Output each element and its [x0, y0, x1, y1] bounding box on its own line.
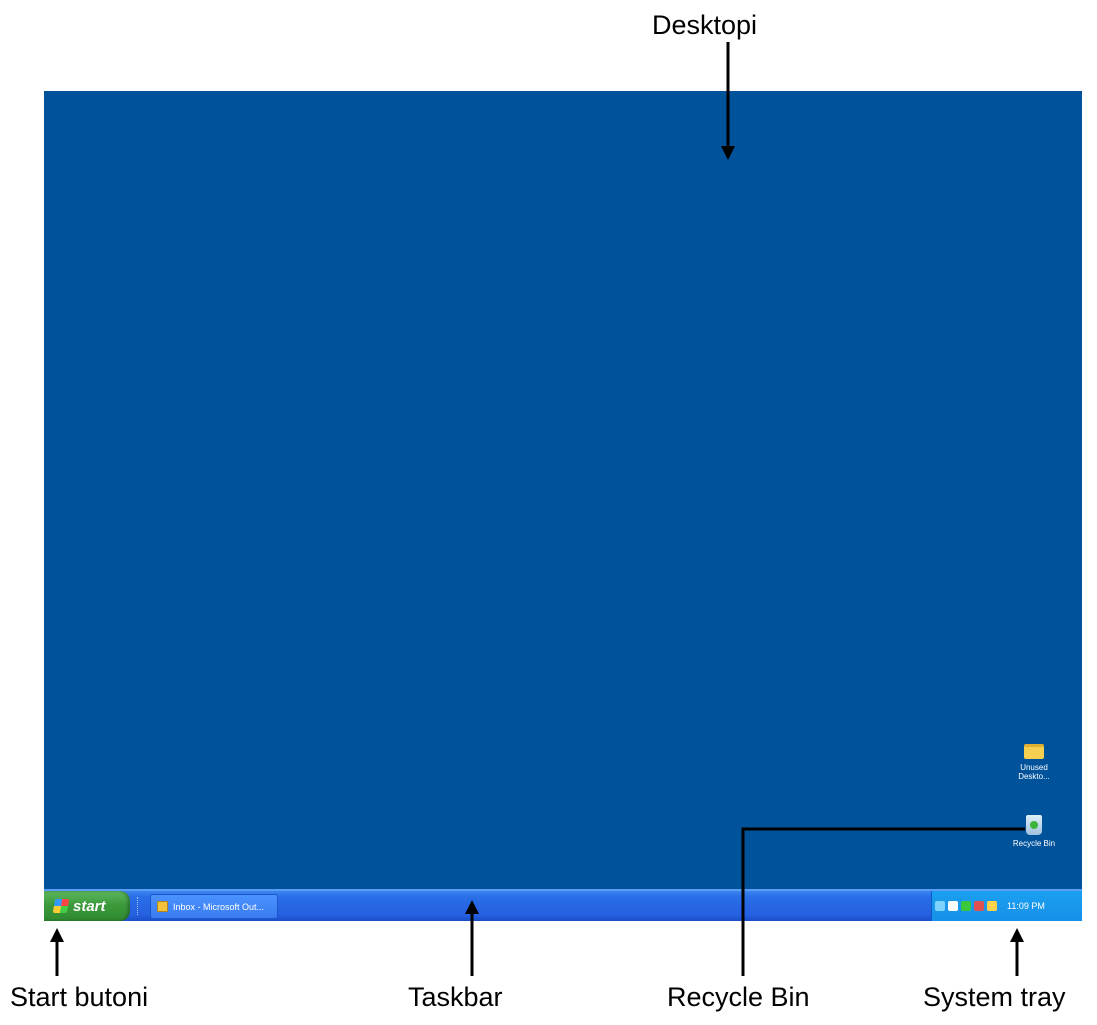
outlook-icon [157, 901, 168, 912]
volume-icon[interactable] [948, 901, 958, 911]
pointer-taskbar-arrowhead [465, 900, 479, 914]
folder-icon [1024, 744, 1044, 759]
label-recycle-bin: Recycle Bin [667, 982, 810, 1012]
label-desktop: Desktopi [652, 10, 758, 40]
system-tray: 11:09 PM [931, 891, 1082, 921]
start-button-label: start [73, 897, 106, 915]
update-icon[interactable] [987, 901, 997, 911]
label-start-button: Start butoni [10, 982, 149, 1012]
desktop-icon-label: Recycle Bin [1012, 839, 1056, 848]
clock[interactable]: 11:09 PM [1007, 901, 1045, 911]
label-taskbar: Taskbar [408, 982, 503, 1012]
pointer-recycle-bin-line [741, 827, 1025, 976]
taskbar-button-label: Inbox - Microsoft Out... [173, 901, 265, 912]
desktop-icon-recycle-bin[interactable]: Recycle Bin [1004, 815, 1064, 848]
pointer-desktop-arrowhead [721, 146, 735, 160]
desktop-icon-label: Unused Deskto... [1018, 763, 1050, 782]
security-icon[interactable] [974, 901, 984, 911]
desktop-icon-folder[interactable]: Unused Deskto... [1004, 744, 1064, 781]
shield-icon[interactable] [961, 901, 971, 911]
network-icon[interactable] [935, 901, 945, 911]
start-button[interactable]: start [44, 891, 130, 921]
pointer-start-arrowhead [50, 928, 64, 942]
taskbar-separator [137, 897, 140, 915]
taskbar-button-outlook[interactable]: Inbox - Microsoft Out... [150, 894, 278, 919]
taskbar: start Inbox - Microsoft Out... 11:09 PM [44, 889, 1082, 921]
recycle-bin-icon [1026, 815, 1042, 835]
desktop-screenshot: Unused Deskto... Recycle Bin start Inbox… [44, 91, 1082, 921]
label-system-tray: System tray [923, 982, 1066, 1012]
pointer-tray-arrowhead [1010, 928, 1024, 942]
